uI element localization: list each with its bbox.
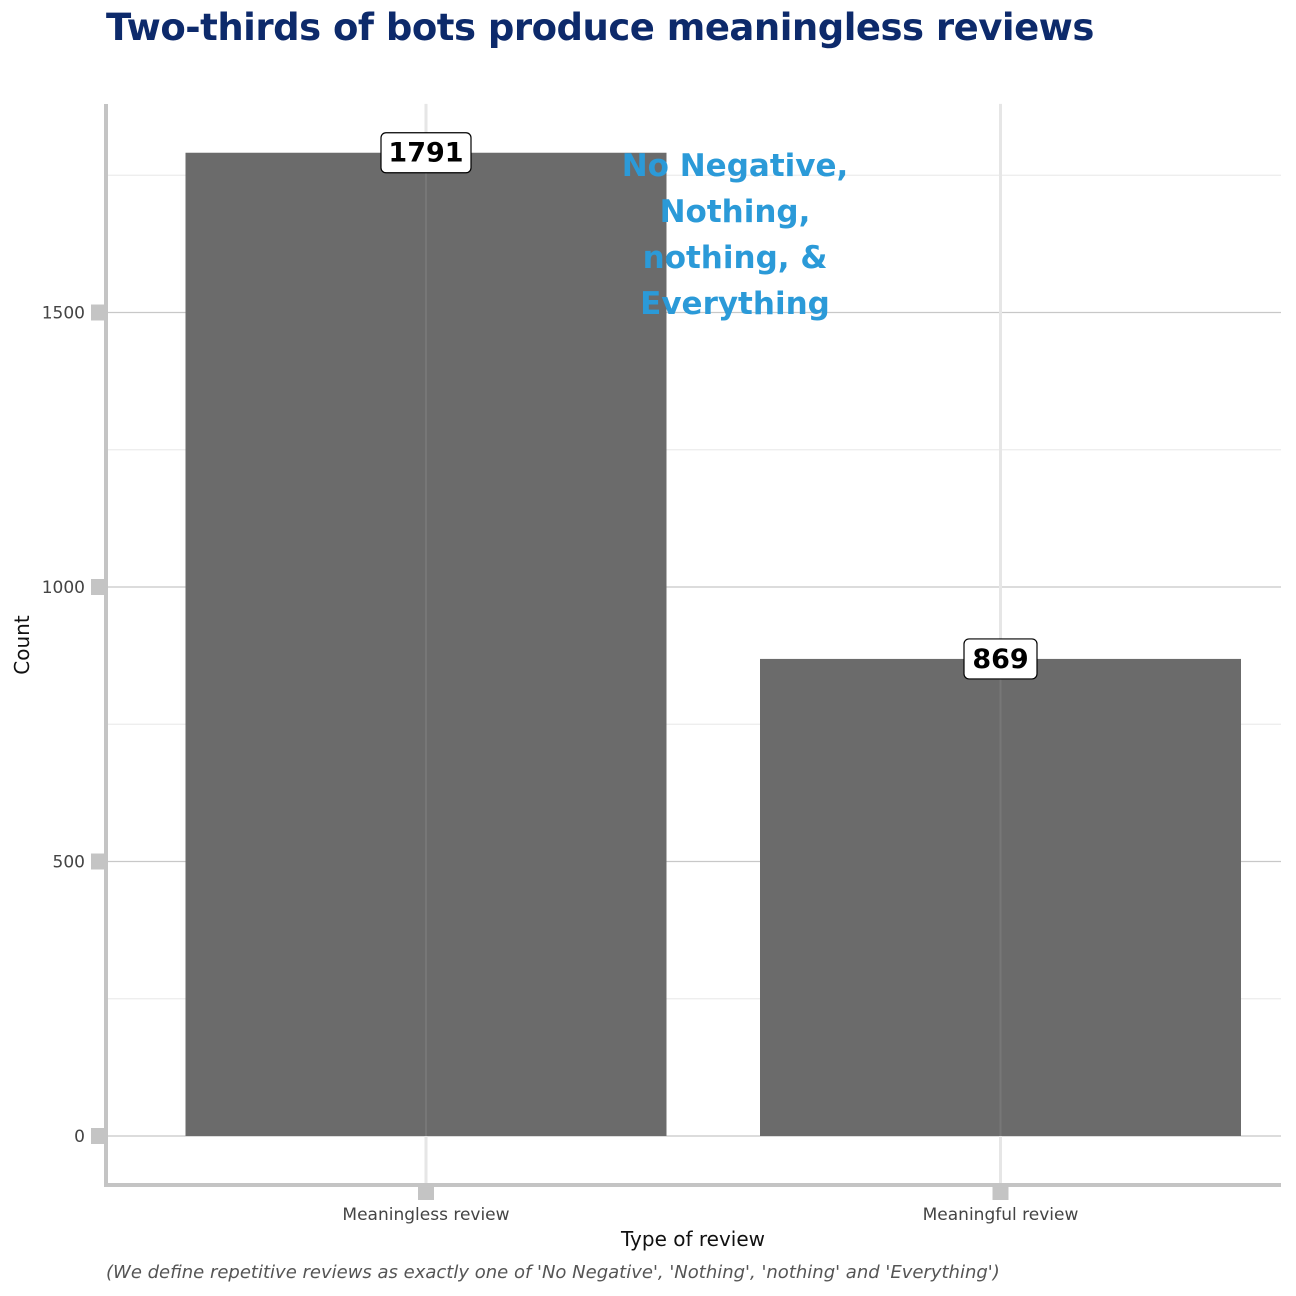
y-axis-title: Count: [10, 615, 34, 675]
x-ticks: Meaningless review Meaningful review: [342, 1186, 1078, 1225]
y-tick-mark: [91, 579, 106, 595]
y-tick-label: 1000: [42, 578, 85, 598]
y-tick-mark: [91, 304, 106, 321]
annotation-text: No Negative, Nothing, nothing, & Everything: [622, 148, 849, 322]
y-tick-label: 500: [53, 853, 85, 873]
y-ticks: 0 500 1000 1500: [42, 304, 106, 1147]
x-tick-mark: [418, 1186, 434, 1200]
data-label-box: [380, 132, 472, 174]
y-tick-mark: [91, 853, 106, 870]
x-axis-title: Type of review: [620, 1227, 765, 1251]
data-label: 869: [972, 644, 1028, 675]
annotation-line: Everything: [640, 286, 830, 322]
x-tick-label: Meaningless review: [342, 1205, 509, 1225]
y-tick-label: 1500: [42, 304, 85, 324]
y-tick-mark: [91, 1128, 106, 1144]
chart-title: Two-thirds of bots produce meaningless r…: [106, 6, 1094, 49]
x-tick-mark: [992, 1186, 1009, 1200]
y-tick-label: 0: [74, 1127, 85, 1147]
axes: [104, 104, 1281, 1187]
data-label: 1791: [388, 138, 463, 169]
annotation-line: Nothing,: [660, 194, 811, 230]
caption: (We define repetitive reviews as exactly…: [106, 1262, 1000, 1283]
annotation-line: nothing, &: [643, 240, 828, 276]
bar-labels: 1791 869: [380, 132, 1038, 680]
annotation-line: No Negative,: [622, 148, 849, 184]
bars: [185, 152, 1241, 1137]
data-label-box: [963, 638, 1038, 680]
x-tick-label: Meaningful review: [923, 1205, 1079, 1225]
